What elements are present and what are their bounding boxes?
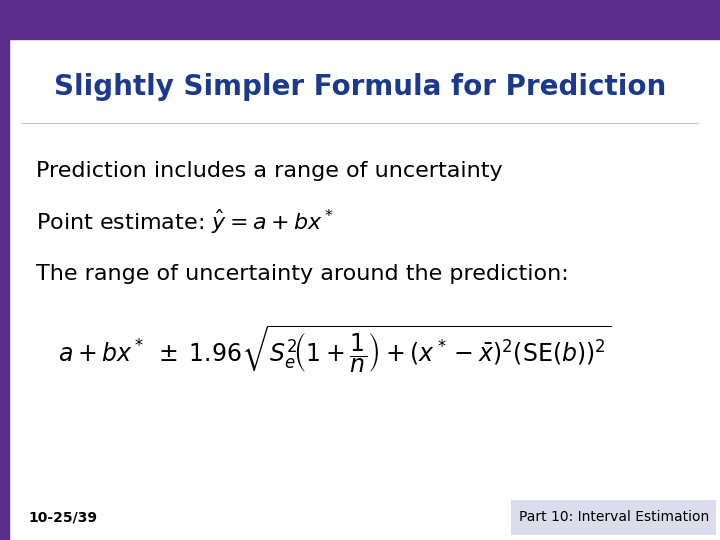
Text: Point estimate: $\hat{y} = a + bx^*$: Point estimate: $\hat{y} = a + bx^*$ <box>36 208 333 237</box>
Text: Prediction includes a range of uncertainty: Prediction includes a range of uncertain… <box>36 161 503 181</box>
Text: Slightly Simpler Formula for Prediction: Slightly Simpler Formula for Prediction <box>54 73 666 102</box>
Text: The range of uncertainty around the prediction:: The range of uncertainty around the pred… <box>36 264 569 284</box>
Bar <box>0 39 9 540</box>
Bar <box>0 0 720 39</box>
FancyBboxPatch shape <box>511 500 716 535</box>
Text: 10-25/39: 10-25/39 <box>29 510 98 524</box>
Text: Part 10: Interval Estimation: Part 10: Interval Estimation <box>518 510 709 524</box>
Text: $a + bx^* \; \pm \; 1.96 \sqrt{S_e^2\!\left(1+\dfrac{1}{n}\right)+(x^*-\bar{x})^: $a + bx^* \; \pm \; 1.96 \sqrt{S_e^2\!\l… <box>58 323 611 375</box>
